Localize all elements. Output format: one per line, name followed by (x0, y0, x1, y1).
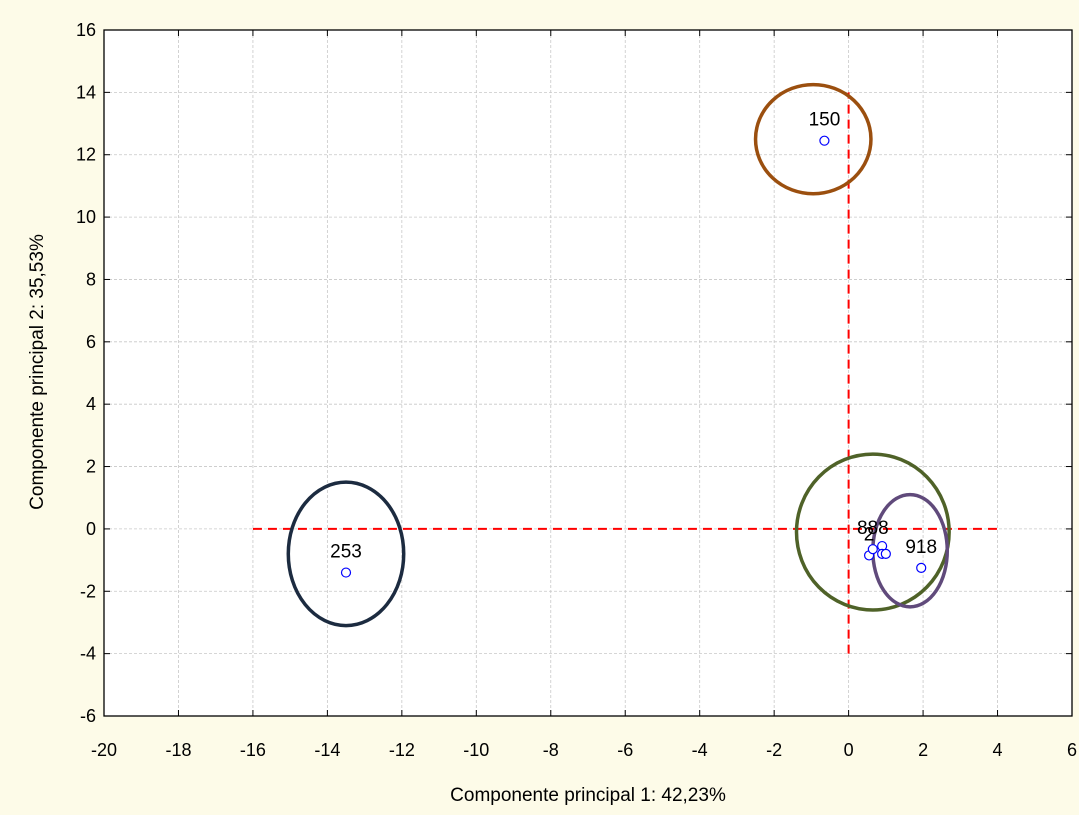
data-point (340, 567, 352, 578)
cluster-ellipse (753, 82, 873, 196)
data-points (340, 135, 927, 578)
point-label: 150 (809, 110, 841, 131)
point-label: 888 (857, 518, 889, 539)
x-tick-label: -14 (314, 740, 340, 760)
y-tick-label: 2 (86, 457, 96, 477)
y-tick-label: 12 (76, 145, 96, 165)
y-tick-label: 6 (86, 332, 96, 352)
x-tick-label: 6 (1067, 740, 1077, 760)
y-tick-label: -4 (80, 644, 96, 664)
y-tick-label: 10 (76, 207, 96, 227)
y-tick-label: 4 (86, 394, 96, 414)
x-tick-label: -16 (240, 740, 266, 760)
data-point (916, 562, 927, 573)
plot-frame (103, 29, 1073, 717)
cluster-ellipse (794, 452, 951, 612)
point-label: 918 (905, 537, 937, 558)
x-axis-title: Componente principal 1: 42,23% (450, 785, 726, 806)
x-tick-label: -6 (617, 740, 633, 760)
reference-lines (252, 92, 998, 654)
x-tick-label: -4 (692, 740, 708, 760)
data-point (880, 548, 891, 559)
x-tick-label: -18 (165, 740, 191, 760)
y-tick-label: 8 (86, 269, 96, 289)
y-tick-label: 14 (76, 82, 96, 102)
x-tick-label: -12 (389, 740, 415, 760)
x-tick-label: -8 (543, 740, 559, 760)
y-axis-title: Componente principal 2: 35,53% (27, 234, 48, 510)
plot-area (104, 30, 1072, 716)
x-tick-label: 4 (993, 740, 1003, 760)
gridlines (104, 30, 1072, 716)
x-tick-label: 0 (844, 740, 854, 760)
cluster-ellipse (286, 480, 406, 628)
x-tick-label: -10 (463, 740, 489, 760)
data-point (819, 135, 830, 146)
x-tick-labels: -20 -18 -16 -14 -12 -10 -8 -6 -4 -2 0 2 4 6 (91, 740, 1077, 760)
y-tick-label: -2 (80, 581, 96, 601)
x-tick-label: -2 (766, 740, 782, 760)
y-tick-label: -6 (80, 706, 96, 726)
x-tick-label: 2 (918, 740, 928, 760)
data-point (867, 544, 878, 555)
y-tick-label: 0 (86, 519, 96, 539)
y-tick-label: 16 (76, 20, 96, 40)
point-label: 253 (330, 542, 362, 563)
point-label: 2 (864, 524, 875, 545)
y-tick-labels: -6 -4 -2 0 2 4 6 8 10 12 14 16 (76, 20, 96, 726)
x-tick-label: -20 (91, 740, 117, 760)
axis-ticks (103, 29, 1073, 717)
